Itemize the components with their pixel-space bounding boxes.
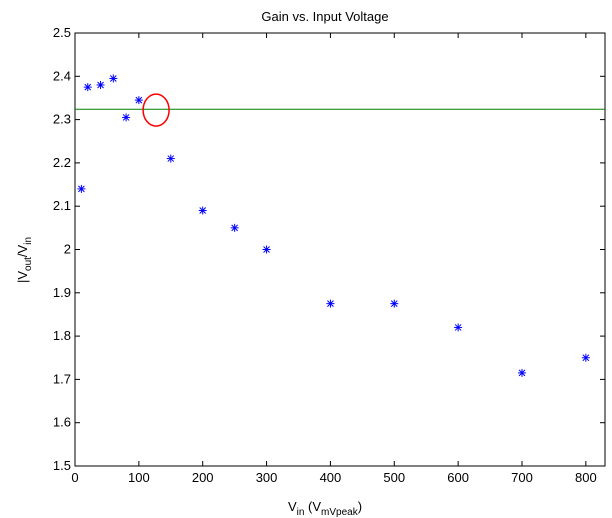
x-tick-label: 800 [575, 470, 597, 485]
data-point [96, 80, 105, 89]
x-label-paren-open: (V [304, 499, 321, 514]
x-tick-label: 400 [320, 470, 342, 485]
data-point [109, 74, 118, 83]
x-axis-label: Vin (VmVpeak) [288, 499, 362, 518]
y-axis-label: |Vout/Vin [15, 237, 34, 283]
y-label-mid: /V [15, 244, 30, 257]
y-tick-label: 2.2 [53, 155, 71, 170]
y-tick-label: 1.6 [53, 415, 71, 430]
y-tick-label: 2.5 [53, 25, 71, 40]
data-point [454, 323, 463, 332]
x-tick-label: 100 [128, 470, 150, 485]
data-point [262, 245, 271, 254]
x-tick-label: 300 [256, 470, 278, 485]
x-label-paren-close: ) [358, 499, 362, 514]
x-tick-label: 500 [383, 470, 405, 485]
x-tick-label: 0 [71, 470, 78, 485]
y-label-sub-out: out [23, 257, 34, 271]
data-point [134, 96, 143, 105]
data-points [77, 74, 590, 377]
data-point [581, 353, 590, 362]
y-tick-label: 1.9 [53, 285, 71, 300]
y-tick-label: 1.5 [53, 458, 71, 473]
data-point [166, 154, 175, 163]
y-tick-label: 2.3 [53, 112, 71, 127]
data-point [83, 83, 92, 92]
y-tick-label: 1.8 [53, 328, 71, 343]
data-point [517, 368, 526, 377]
y-tick-label: 1.7 [53, 371, 71, 386]
x-tick-label: 700 [511, 470, 533, 485]
annotation-layer [142, 93, 170, 127]
x-tick-label: 600 [447, 470, 469, 485]
x-label-main-sub: in [297, 507, 305, 518]
chart-title: Gain vs. Input Voltage [261, 9, 388, 24]
y-tick-label: 2 [64, 242, 71, 257]
y-tick-label: 2.4 [53, 68, 71, 83]
data-point [390, 299, 399, 308]
data-point [326, 299, 335, 308]
y-label-bar-open: |V [15, 271, 30, 283]
x-label-main: V [288, 499, 297, 514]
data-point [198, 206, 207, 215]
data-point [230, 223, 239, 232]
x-tick-label: 200 [192, 470, 214, 485]
data-point [77, 184, 86, 193]
y-label-sub-in: in [23, 237, 34, 245]
annotation-circle [142, 93, 170, 127]
x-label-paren-sub: mVpeak [321, 507, 359, 518]
axis-ticks: 0 100 200 300 400 500 600 700 800 1.5 1.6 1.7 1.8 1.9… [53, 25, 605, 485]
y-tick-label: 2.1 [53, 198, 71, 213]
data-point [122, 113, 131, 122]
